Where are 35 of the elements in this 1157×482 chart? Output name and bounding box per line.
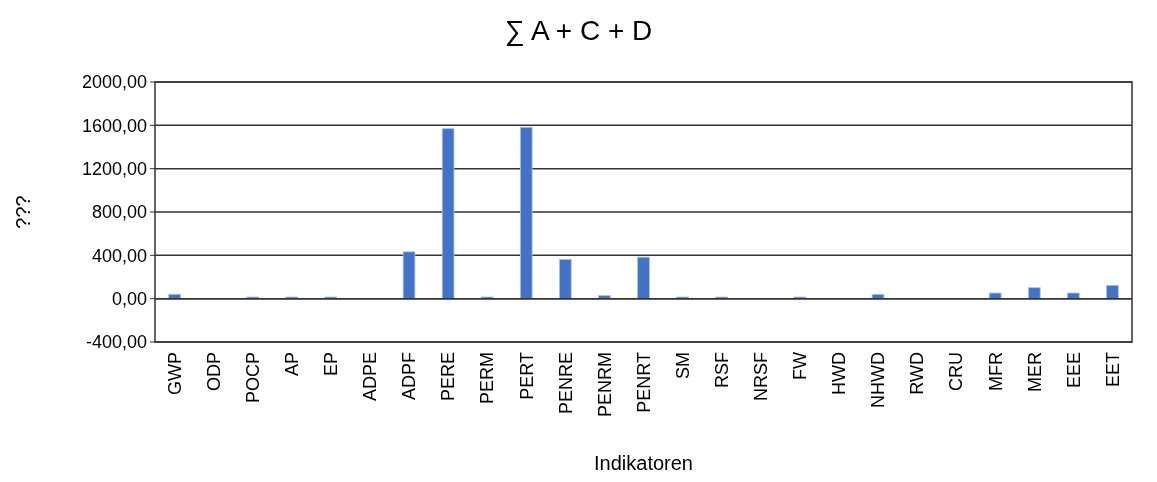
x-tick-label: GWP [164,352,185,395]
y-tick-label: 2000,00 [81,72,147,93]
x-tick-label: PENRT [633,352,654,413]
x-tick-label: ODP [203,352,224,392]
y-tick-label: 800,00 [91,202,147,223]
y-axis-title: ??? [12,195,34,229]
x-tick-label: HWD [829,352,850,395]
x-tick-label: ADPE [360,352,381,402]
x-tick-label: PERE [438,352,459,402]
x-tick-label: EEE [1063,352,1084,389]
x-tick-label: EET [1102,352,1123,388]
x-tick-label: POCP [243,352,263,404]
x-tick-label: PERM [477,352,498,405]
x-tick-label: SM [672,352,693,379]
x-tick-label: FW [790,351,811,380]
x-tick-label: MFR [985,352,1006,391]
y-tick-label: 1600,00 [81,115,147,136]
x-tick-label: AP [282,352,303,377]
x-axis-title: Indikatoren [594,452,693,474]
x-tick-label: ADPF [399,352,420,401]
x-tick-label: RWD [907,352,928,395]
x-tick-label: NHWD [868,352,889,408]
x-tick-label: CRU [946,352,967,391]
x-tick-label: PERT [516,352,537,400]
x-tick-label: PENRM [594,352,615,418]
x-tick-label: MER [1024,352,1045,392]
y-tick-label: 0,00 [111,288,147,309]
x-tick-label: NRSF [751,352,772,401]
y-tick-label: 400,00 [91,245,147,266]
y-tick-label: 1200,00 [81,158,147,179]
x-tick-label: PENRE [555,352,576,415]
y-tick-label: -400,00 [85,332,147,353]
x-tick-label: RSF [711,352,732,388]
x-tick-label: EP [321,352,342,377]
chart-title: ∑ A + C + D [504,15,653,46]
